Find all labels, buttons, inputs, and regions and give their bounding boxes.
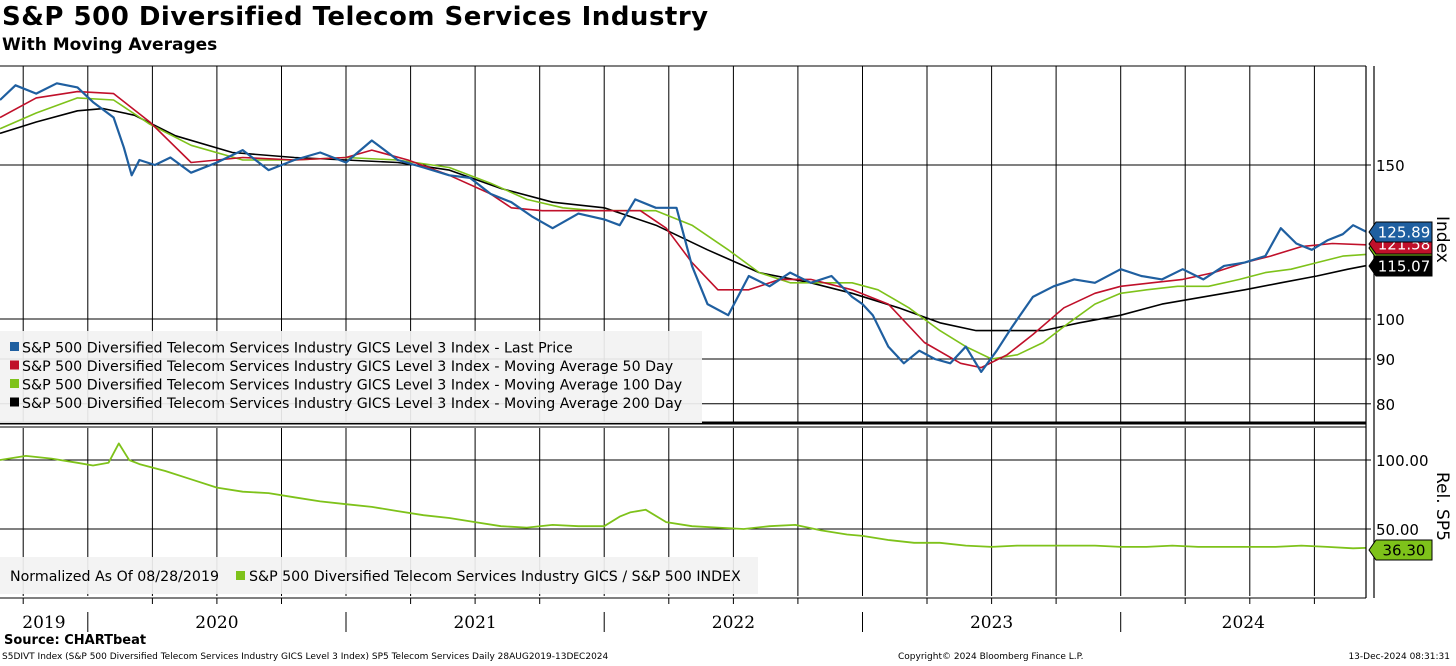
legend-swatch-last-price (10, 342, 19, 351)
y-tick-label-100: 100 (1376, 311, 1405, 329)
legend-bottom: Normalized As Of 08/28/2019 S&P 500 Diver… (0, 557, 758, 594)
y-tick-label-90: 90 (1376, 351, 1395, 369)
legend-top: S&P 500 Diversified Telecom Services Ind… (0, 331, 702, 423)
series-line-ma200 (0, 107, 1367, 332)
x-axis: 2019 2020 2021 2022 2023 2024 (22, 598, 1315, 633)
legend-label-ma200: S&P 500 Diversified Telecom Services Ind… (22, 396, 682, 412)
footer-copyright: Copyright© 2024 Bloomberg Finance L.P. (898, 652, 1084, 662)
x-tick-label-2024: 2024 (1222, 613, 1265, 633)
last-value-ma200: 115.07 (1378, 258, 1431, 276)
legend-swatch-ma100 (10, 379, 19, 388)
top-panel-series (0, 82, 1367, 373)
x-tick-label-2020: 2020 (195, 613, 238, 633)
footer-timestamp: 13-Dec-2024 08:31:31 (1348, 652, 1450, 662)
chart-subtitle: With Moving Averages (2, 35, 218, 55)
right-axis: 80 90 100 150 50.00 100.00 Index Rel. SP5 (1366, 157, 1452, 541)
footer-description: S5DIVT Index (S&P 500 Diversified Teleco… (2, 652, 609, 662)
rel-tick-label-100-00: 100.00 (1376, 452, 1429, 470)
series-line-relative (0, 442, 1367, 550)
y-axis-title: Index (1432, 216, 1452, 263)
x-tick-label-2023: 2023 (970, 613, 1013, 633)
legend-label-last-price: S&P 500 Diversified Telecom Services Ind… (22, 341, 573, 357)
chart-title: S&P 500 Diversified Telecom Services Ind… (2, 2, 709, 32)
last-value-relative-tag (1368, 539, 1433, 561)
last-value-ma200-tag (1368, 255, 1433, 277)
series-line-ma50 (0, 90, 1367, 369)
series-line-last-price (0, 82, 1367, 373)
legend-swatch-relative (236, 571, 245, 580)
legend-label-ma50: S&P 500 Diversified Telecom Services Ind… (22, 359, 673, 375)
legend-label-ma100: S&P 500 Diversified Telecom Services Ind… (22, 378, 682, 394)
legend-swatch-ma50 (10, 360, 19, 370)
normalized-label: Normalized As Of 08/28/2019 (10, 569, 219, 585)
legend-label-relative: S&P 500 Diversified Telecom Services Ind… (249, 569, 741, 585)
y-tick-label-80: 80 (1376, 396, 1395, 414)
last-value-last-price-tag (1368, 221, 1433, 243)
x-tick-label-2019: 2019 (22, 613, 65, 633)
legend-background (0, 557, 758, 594)
rel-tick-label-50-00: 50.00 (1376, 521, 1419, 539)
legend-background (0, 331, 702, 423)
legend-swatch-ma200 (10, 397, 19, 407)
bottom-panel-series (0, 442, 1367, 550)
x-tick-label-2022: 2022 (712, 613, 755, 633)
y-tick-label-150: 150 (1376, 157, 1405, 175)
last-value-last-price: 125.89 (1378, 224, 1431, 242)
rel-axis-title: Rel. SP5 (1432, 472, 1452, 541)
source-note: Source: CHARTbeat (4, 633, 147, 648)
last-value-relative: 36.30 (1383, 542, 1426, 560)
x-tick-label-2021: 2021 (453, 613, 496, 633)
